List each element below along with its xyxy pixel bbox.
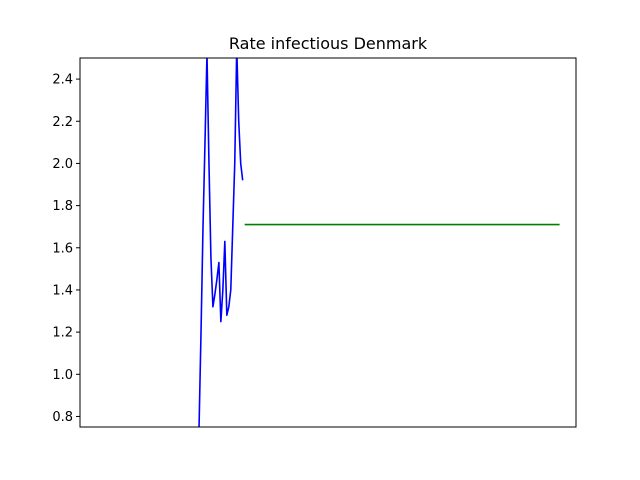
chart-title: Rate infectious Denmark — [229, 34, 428, 53]
series-layer — [198, 58, 560, 427]
y-tick-label: 1.0 — [52, 368, 73, 383]
y-tick-label: 1.8 — [52, 199, 73, 214]
y-tick-label: 0.8 — [52, 410, 73, 425]
y-axis: 0.8 1.0 1.2 1.4 1.6 1.8 2.0 2.2 2.4 — [52, 73, 80, 425]
y-tick-label: 1.4 — [52, 283, 73, 298]
plot-frame — [79, 57, 577, 428]
y-tick-label: 2.2 — [52, 115, 73, 130]
y-tick-label: 2.4 — [52, 73, 73, 88]
y-tick-label: 1.6 — [52, 241, 73, 256]
y-tick-label: 2.0 — [52, 157, 73, 172]
y-tick-label: 1.2 — [52, 326, 73, 341]
series-line-0 — [198, 58, 244, 427]
